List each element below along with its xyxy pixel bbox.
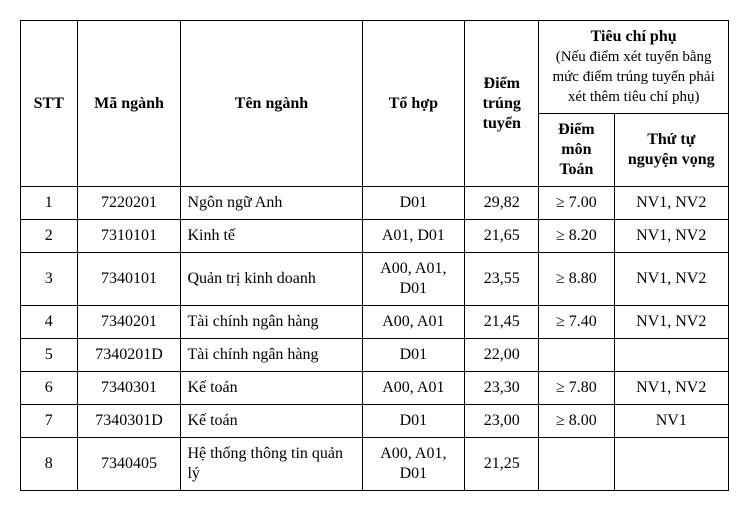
cell-wish: NV1, NV2	[614, 372, 728, 405]
cell-wish	[614, 339, 728, 372]
header-score: Điểm trúng tuyển	[465, 21, 539, 187]
table-row: 2 7310101 Kinh tế A01, D01 21,65 ≥ 8.20 …	[21, 220, 729, 253]
cell-math	[539, 339, 614, 372]
admissions-table: STT Mã ngành Tên ngành Tổ hợp Điểm trúng…	[20, 20, 729, 491]
cell-score: 29,82	[465, 187, 539, 220]
cell-math	[539, 438, 614, 491]
header-row-1: STT Mã ngành Tên ngành Tổ hợp Điểm trúng…	[21, 21, 729, 114]
cell-code: 7340301	[77, 372, 181, 405]
cell-name: Kinh tế	[181, 220, 362, 253]
cell-stt: 6	[21, 372, 78, 405]
table-header: STT Mã ngành Tên ngành Tổ hợp Điểm trúng…	[21, 21, 729, 187]
cell-combo: A00, A01, D01	[362, 438, 465, 491]
header-name: Tên ngành	[181, 21, 362, 187]
cell-code: 7220201	[77, 187, 181, 220]
cell-combo: A00, A01	[362, 306, 465, 339]
table-body: 1 7220201 Ngôn ngữ Anh D01 29,82 ≥ 7.00 …	[21, 187, 729, 491]
cell-score: 23,30	[465, 372, 539, 405]
cell-math: ≥ 8.20	[539, 220, 614, 253]
cell-code: 7340201	[77, 306, 181, 339]
table-row: 3 7340101 Quản trị kinh doanh A00, A01, …	[21, 253, 729, 306]
header-wish: Thứ tự nguyện vọng	[614, 114, 728, 187]
cell-wish: NV1, NV2	[614, 306, 728, 339]
cell-wish: NV1, NV2	[614, 220, 728, 253]
cell-combo: A01, D01	[362, 220, 465, 253]
cell-stt: 8	[21, 438, 78, 491]
cell-name: Hệ thống thông tin quản lý	[181, 438, 362, 491]
cell-stt: 5	[21, 339, 78, 372]
cell-code: 7310101	[77, 220, 181, 253]
cell-score: 21,65	[465, 220, 539, 253]
cell-combo: D01	[362, 339, 465, 372]
cell-name: Kế toán	[181, 405, 362, 438]
cell-wish: NV1, NV2	[614, 187, 728, 220]
cell-score: 22,00	[465, 339, 539, 372]
cell-wish: NV1, NV2	[614, 253, 728, 306]
cell-math: ≥ 7.00	[539, 187, 614, 220]
cell-wish	[614, 438, 728, 491]
cell-name: Kế toán	[181, 372, 362, 405]
table-row: 6 7340301 Kế toán A00, A01 23,30 ≥ 7.80 …	[21, 372, 729, 405]
header-aux-note: (Nếu điểm xét tuyển bằng mức điểm trúng …	[553, 49, 715, 105]
cell-wish: NV1	[614, 405, 728, 438]
cell-name: Tài chính ngân hàng	[181, 339, 362, 372]
cell-code: 7340101	[77, 253, 181, 306]
cell-combo: A00, A01, D01	[362, 253, 465, 306]
cell-code: 7340301D	[77, 405, 181, 438]
table-row: 7 7340301D Kế toán D01 23,00 ≥ 8.00 NV1	[21, 405, 729, 438]
cell-code: 7340201D	[77, 339, 181, 372]
header-code: Mã ngành	[77, 21, 181, 187]
cell-stt: 3	[21, 253, 78, 306]
cell-stt: 1	[21, 187, 78, 220]
cell-stt: 7	[21, 405, 78, 438]
cell-math: ≥ 8.80	[539, 253, 614, 306]
table-row: 1 7220201 Ngôn ngữ Anh D01 29,82 ≥ 7.00 …	[21, 187, 729, 220]
cell-name: Ngôn ngữ Anh	[181, 187, 362, 220]
table-row: 5 7340201D Tài chính ngân hàng D01 22,00	[21, 339, 729, 372]
cell-combo: A00, A01	[362, 372, 465, 405]
cell-score: 21,45	[465, 306, 539, 339]
cell-math: ≥ 8.00	[539, 405, 614, 438]
cell-name: Quản trị kinh doanh	[181, 253, 362, 306]
table-row: 4 7340201 Tài chính ngân hàng A00, A01 2…	[21, 306, 729, 339]
cell-stt: 4	[21, 306, 78, 339]
header-math: Điểm môn Toán	[539, 114, 614, 187]
header-stt: STT	[21, 21, 78, 187]
cell-combo: D01	[362, 187, 465, 220]
cell-stt: 2	[21, 220, 78, 253]
cell-score: 23,00	[465, 405, 539, 438]
header-aux-title: Tiêu chí phụ	[591, 28, 677, 45]
cell-score: 21,25	[465, 438, 539, 491]
cell-name: Tài chính ngân hàng	[181, 306, 362, 339]
header-aux-group: Tiêu chí phụ (Nếu điểm xét tuyển bằng mứ…	[539, 21, 729, 114]
cell-combo: D01	[362, 405, 465, 438]
cell-math: ≥ 7.80	[539, 372, 614, 405]
cell-score: 23,55	[465, 253, 539, 306]
table-row: 8 7340405 Hệ thống thông tin quản lý A00…	[21, 438, 729, 491]
header-combo: Tổ hợp	[362, 21, 465, 187]
cell-code: 7340405	[77, 438, 181, 491]
cell-math: ≥ 7.40	[539, 306, 614, 339]
